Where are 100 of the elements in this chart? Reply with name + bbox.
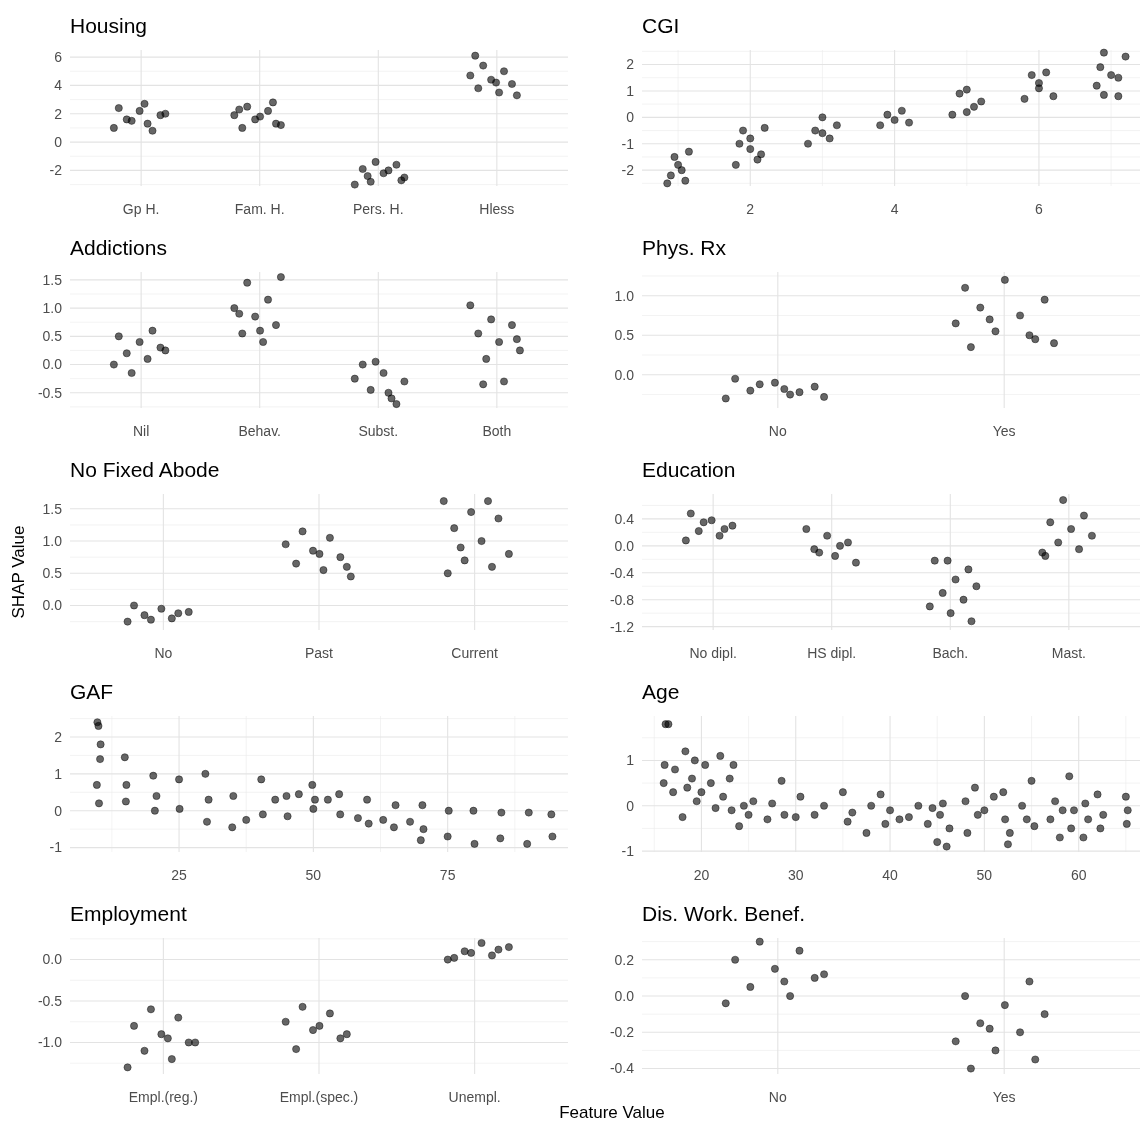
y-tick-label: -1 <box>621 842 635 859</box>
y-tick-label: 0.0 <box>42 356 63 373</box>
y-tick-label: -2 <box>49 162 63 179</box>
point <box>96 740 105 749</box>
x-tick-label: No <box>768 423 787 439</box>
point <box>175 775 183 784</box>
y-tick-label: 0.2 <box>614 951 635 968</box>
y-tick-label: 0.5 <box>42 328 63 345</box>
point <box>496 834 505 843</box>
point <box>242 816 251 824</box>
x-tick-label: Gp H. <box>122 201 160 217</box>
y-tick-label: -1.0 <box>37 1034 63 1051</box>
y-tick-label: 1.0 <box>614 287 635 304</box>
point <box>1114 92 1123 101</box>
point <box>977 97 986 106</box>
y-tick-label: 0.0 <box>42 597 63 614</box>
point <box>970 102 978 111</box>
x-tick-label: 50 <box>305 867 322 883</box>
point <box>95 799 103 808</box>
point <box>1100 48 1108 57</box>
x-tick-label: 60 <box>1070 867 1087 883</box>
y-tick-label: -0.8 <box>609 591 635 608</box>
point <box>666 171 675 180</box>
point <box>811 126 820 135</box>
point <box>674 160 682 169</box>
point <box>282 792 291 800</box>
point <box>832 121 841 130</box>
point <box>962 85 971 94</box>
y-tick-label: -1.2 <box>609 618 635 635</box>
point <box>804 139 812 148</box>
y-tick-label: 0.0 <box>614 366 635 383</box>
x-tick-label: 4 <box>890 201 899 217</box>
point <box>94 722 103 730</box>
point <box>670 153 679 161</box>
point <box>257 775 266 784</box>
point <box>323 795 332 804</box>
x-tick-label: 2 <box>746 201 755 217</box>
point <box>203 817 211 826</box>
point <box>818 113 827 122</box>
point <box>883 110 892 119</box>
chart-title: Employment <box>70 902 187 925</box>
y-tick-label: 0 <box>626 797 635 814</box>
x-tick-label: No <box>768 1089 787 1105</box>
point <box>390 823 398 832</box>
point <box>444 806 453 815</box>
point <box>876 121 885 130</box>
x-tick-label: 40 <box>882 867 899 883</box>
point <box>524 808 533 817</box>
x-tick-label: Current <box>451 645 499 661</box>
chart-title: CGI <box>642 14 680 37</box>
point <box>175 804 184 813</box>
point <box>753 155 762 164</box>
x-tick-label: 50 <box>976 867 993 883</box>
point <box>391 801 400 810</box>
point <box>818 129 827 138</box>
x-tick-label: Subst. <box>358 423 399 439</box>
point <box>677 166 686 175</box>
x-tick-label: 75 <box>439 867 456 883</box>
point <box>739 126 747 135</box>
point <box>309 804 318 813</box>
point <box>757 150 765 159</box>
point <box>681 176 690 185</box>
point <box>418 801 427 810</box>
x-tick-label: Nil <box>132 423 150 439</box>
x-tick-label: Fam. H. <box>234 201 285 217</box>
y-tick-label: 0.0 <box>614 987 635 1004</box>
x-tick-label: Yes <box>992 1089 1016 1105</box>
x-tick-label: HS dipl. <box>807 645 857 661</box>
x-tick-label: Both <box>482 423 512 439</box>
point <box>308 781 317 789</box>
chart-title: Housing <box>70 14 148 37</box>
chart-title: No Fixed Abode <box>70 458 220 481</box>
y-tick-label: 4 <box>54 77 63 94</box>
y-tick-label: 1.5 <box>42 500 63 517</box>
point <box>364 819 373 828</box>
chart-title: Addictions <box>70 236 167 259</box>
y-tick-label: -2 <box>621 162 635 179</box>
y-tick-label: 1 <box>626 82 635 99</box>
y-tick-label: 1.5 <box>42 271 63 288</box>
x-tick-label: Empl.(reg.) <box>128 1089 198 1105</box>
point <box>1096 63 1105 72</box>
y-tick-label: 0.0 <box>614 537 635 554</box>
point <box>335 790 344 799</box>
point <box>416 836 425 845</box>
point <box>685 147 693 156</box>
point <box>1121 52 1130 61</box>
point <box>152 792 161 800</box>
point <box>735 139 744 148</box>
point <box>354 814 362 822</box>
point <box>363 795 371 804</box>
point <box>1027 71 1036 79</box>
x-tick-label: 30 <box>787 867 804 883</box>
x-tick-label: Bach. <box>932 645 969 661</box>
point <box>523 839 532 848</box>
y-tick-label: -0.4 <box>609 1060 635 1077</box>
x-tick-label: 20 <box>693 867 710 883</box>
point <box>731 160 740 169</box>
point <box>1020 94 1029 103</box>
point <box>470 839 479 848</box>
point <box>890 116 899 124</box>
